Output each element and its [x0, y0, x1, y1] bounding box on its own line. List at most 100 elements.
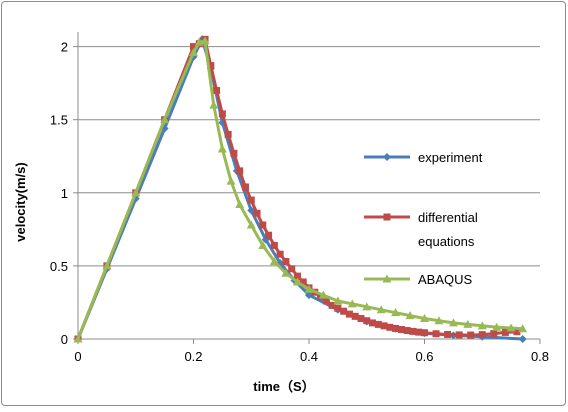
data-point	[333, 296, 343, 305]
data-point	[455, 331, 463, 339]
data-point	[209, 100, 219, 109]
data-point	[269, 257, 279, 266]
data-point	[477, 321, 487, 330]
data-point	[217, 144, 227, 153]
y-tick-label: 0.5	[50, 259, 68, 274]
y-tick-label: 0	[61, 332, 68, 347]
legend-item: ABAQUS	[364, 272, 473, 287]
data-point	[200, 36, 210, 45]
data-point	[490, 330, 498, 338]
legend-label-line2: equations	[418, 234, 475, 249]
x-tick-label: 0.4	[300, 349, 318, 364]
y-tick-label: 2	[61, 40, 68, 55]
data-point	[213, 86, 221, 94]
data-point	[131, 188, 141, 197]
data-point	[160, 115, 170, 124]
data-point	[265, 231, 273, 239]
legend-marker	[383, 213, 391, 221]
data-point	[304, 284, 314, 293]
x-tick-label: 0.2	[184, 349, 202, 364]
data-point	[73, 334, 83, 343]
series-differential-equations	[74, 35, 521, 343]
y-tick-label: 1.5	[50, 113, 68, 128]
legend-item: experiment	[364, 150, 483, 165]
data-point	[420, 314, 429, 323]
y-tick-label: 1	[61, 186, 68, 201]
series-line	[76, 39, 525, 341]
data-point	[492, 322, 502, 331]
data-point	[235, 200, 245, 209]
data-point	[415, 328, 423, 336]
data-point	[318, 290, 328, 299]
data-point	[253, 209, 261, 217]
data-point	[374, 320, 382, 328]
data-point	[226, 176, 236, 185]
data-point	[347, 299, 357, 308]
data-point	[513, 328, 521, 336]
data-point	[281, 268, 291, 277]
series-experiment	[74, 35, 527, 343]
data-point	[463, 319, 473, 328]
series-line	[76, 37, 525, 341]
data-point	[207, 62, 215, 70]
data-point	[246, 220, 256, 229]
data-point	[518, 335, 527, 343]
data-point	[305, 291, 313, 300]
chart-svg: 0 0.5 1 1.5 2 0 0.2 0.4 0.6 0.8 experiment differe…	[13, 32, 549, 394]
data-point	[403, 327, 411, 335]
data-point	[467, 331, 475, 339]
data-point	[518, 324, 528, 333]
data-point	[189, 47, 198, 56]
x-tick-label: 0.6	[415, 349, 433, 364]
data-point	[397, 325, 405, 333]
series-abaqus	[73, 36, 528, 343]
data-point	[328, 301, 336, 309]
data-point	[357, 315, 365, 323]
data-point	[259, 221, 267, 229]
data-point	[102, 261, 112, 270]
data-point	[362, 302, 372, 311]
data-point	[380, 322, 388, 330]
legend-marker	[382, 274, 392, 283]
data-point	[247, 196, 255, 204]
series-line	[76, 37, 519, 341]
data-point	[224, 130, 232, 138]
legend-item: differential equations	[364, 210, 478, 249]
data-point	[241, 183, 249, 191]
data-point	[351, 312, 359, 320]
data-point	[293, 272, 301, 280]
data-point	[276, 250, 284, 258]
data-point	[258, 240, 268, 249]
data-point	[376, 305, 386, 314]
data-point	[478, 331, 486, 339]
data-point	[334, 304, 342, 312]
data-point	[218, 110, 226, 118]
chart-frame: 0 0.5 1 1.5 2 0 0.2 0.4 0.6 0.8 experiment differe…	[1, 1, 566, 406]
data-point	[363, 317, 371, 325]
data-point	[299, 278, 307, 286]
data-point	[282, 258, 290, 266]
x-tick-label: 0	[74, 349, 81, 364]
data-point	[292, 277, 302, 286]
grid-layer	[78, 46, 540, 267]
legend-marker	[383, 153, 391, 161]
data-point	[448, 318, 458, 327]
axis-layer: 0 0.5 1 1.5 2 0 0.2 0.4 0.6 0.8	[50, 32, 549, 364]
legend-label: differential	[418, 210, 478, 225]
data-point	[405, 311, 415, 320]
series-layer	[73, 35, 528, 343]
y-axis-title: velocity(m/s)	[13, 162, 28, 241]
data-point	[432, 330, 440, 338]
x-axis-title: time（S）	[253, 379, 314, 394]
data-point	[392, 324, 400, 332]
data-point	[386, 323, 394, 331]
data-point	[345, 310, 353, 318]
data-point	[288, 265, 296, 273]
data-point	[444, 330, 452, 338]
data-point	[501, 328, 509, 336]
data-point	[409, 327, 417, 335]
data-point	[322, 297, 330, 305]
data-point	[391, 308, 401, 317]
data-point	[236, 167, 244, 175]
legend: experiment differential equations ABAQUS	[364, 150, 483, 287]
